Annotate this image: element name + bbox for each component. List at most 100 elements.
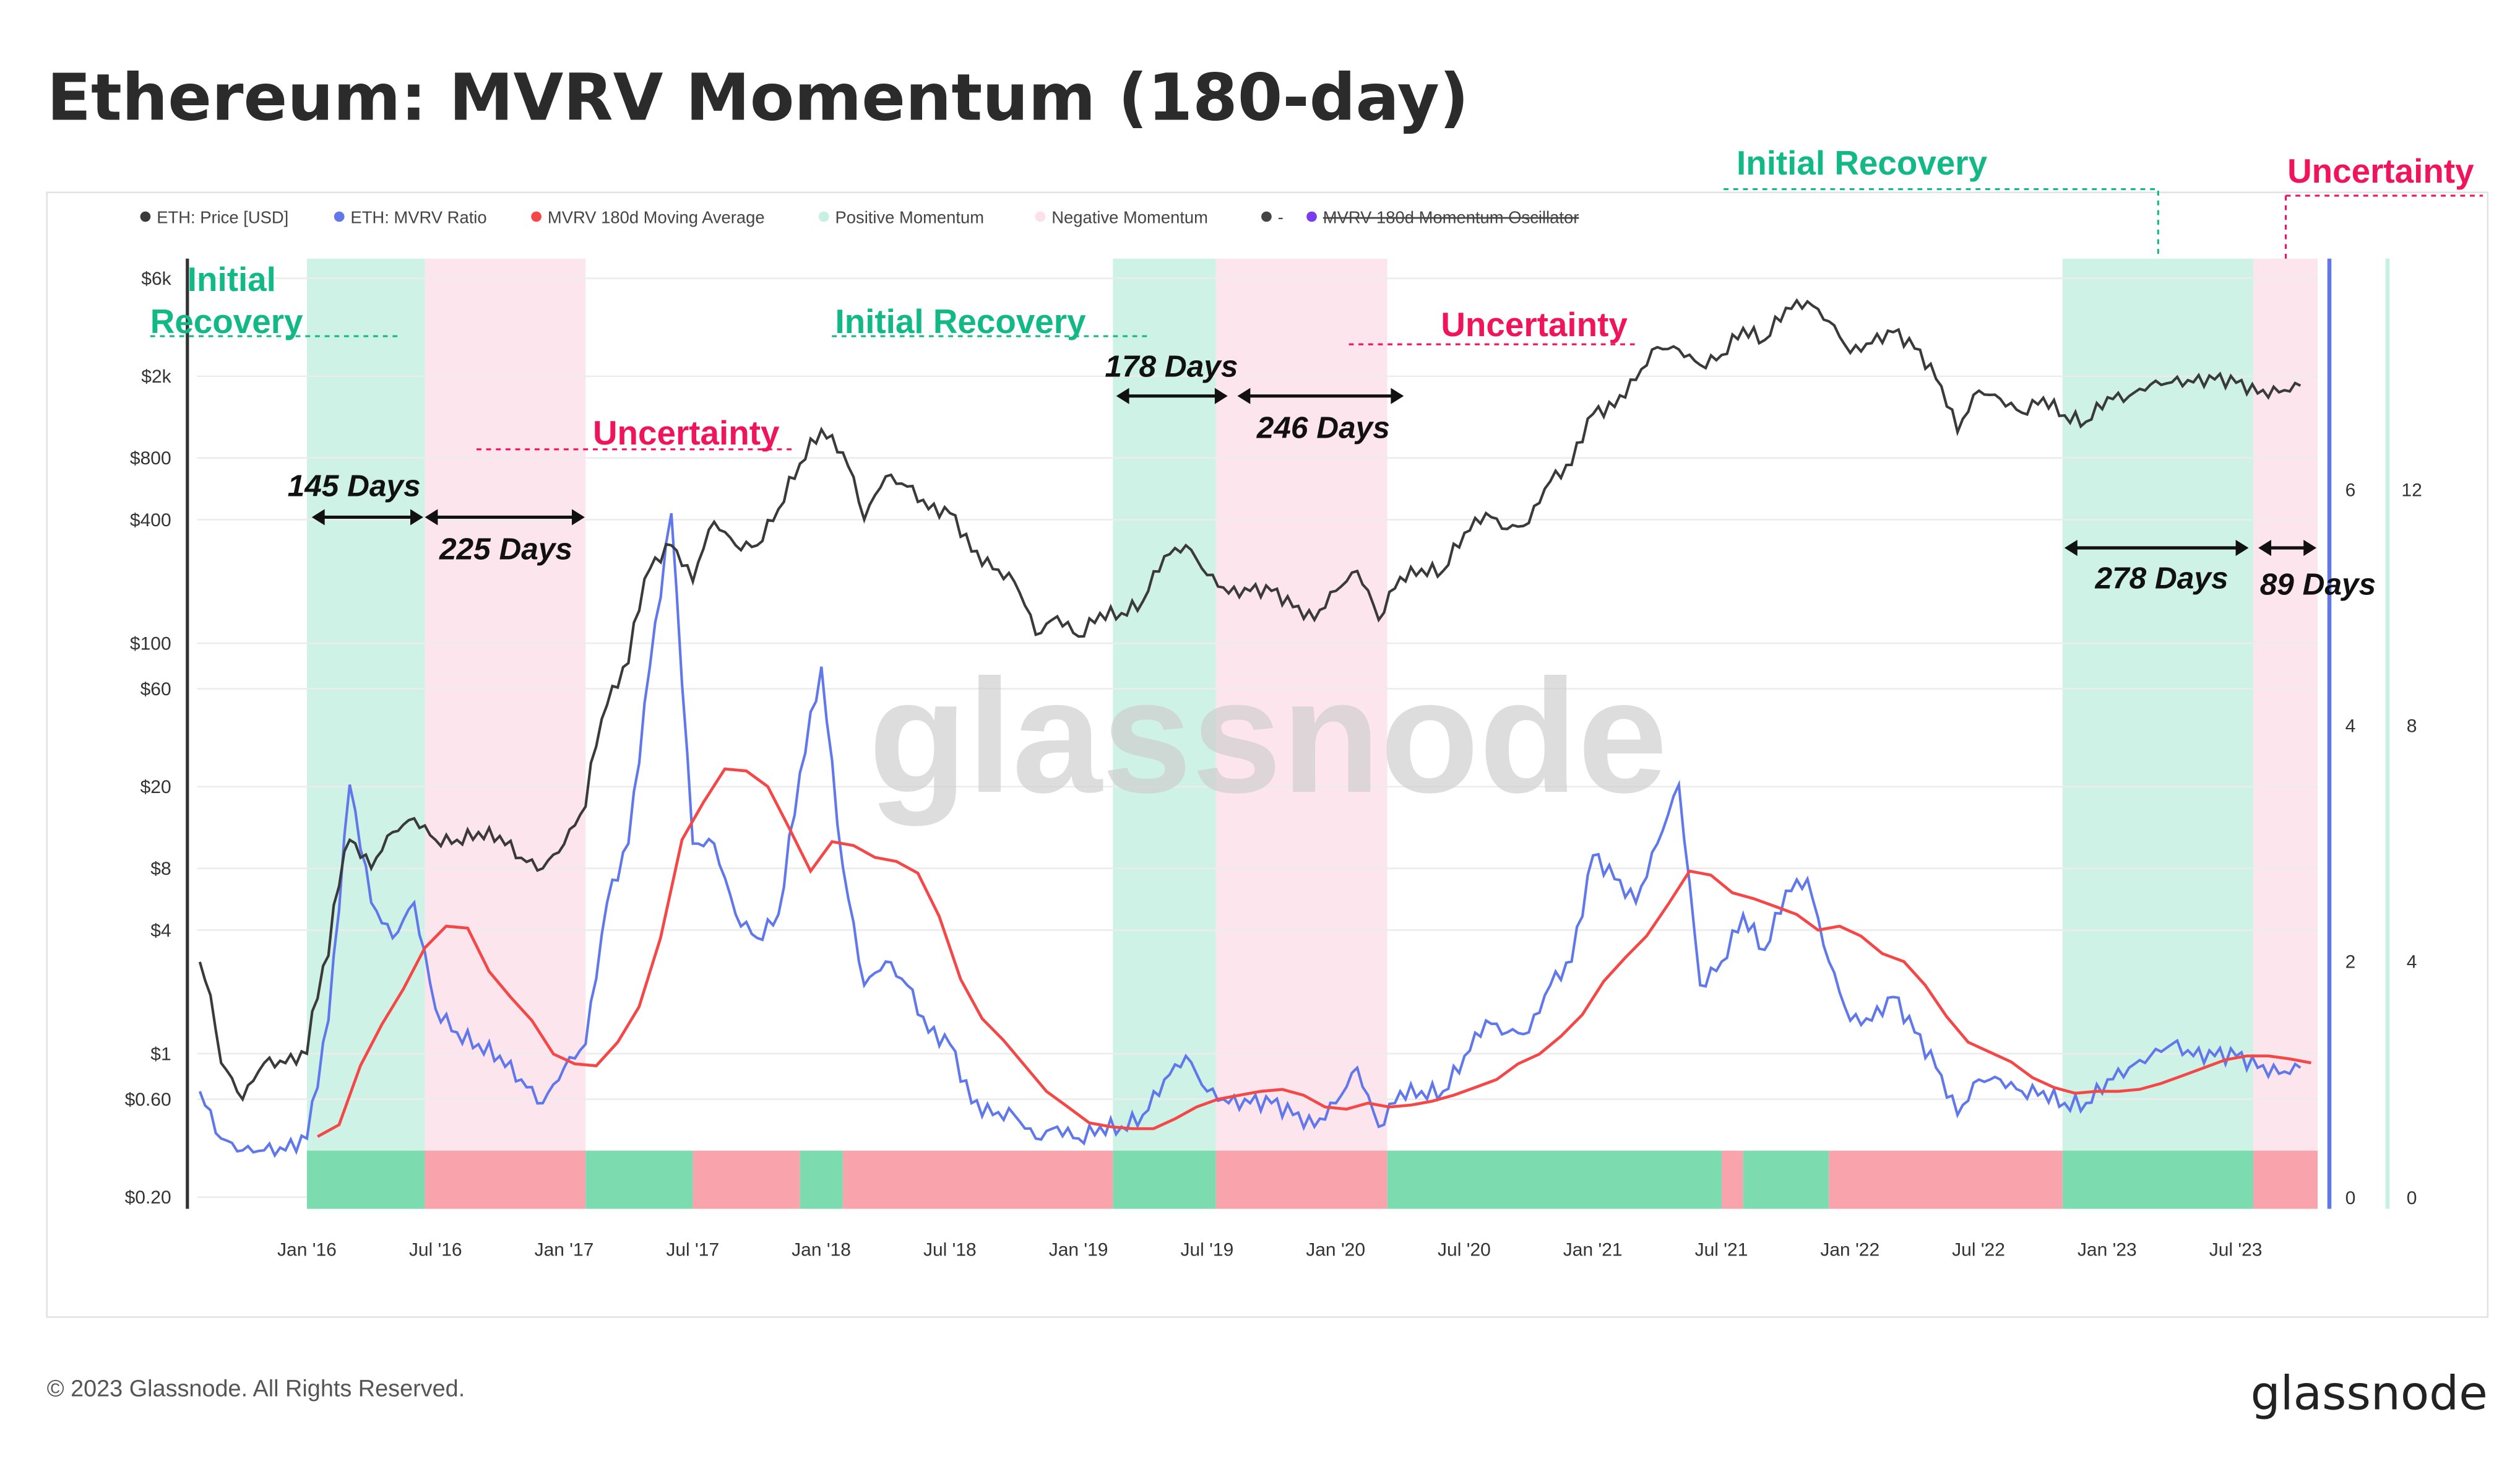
negative-momentum-region — [425, 258, 586, 1209]
date-tick-label: Jan '16 — [277, 1239, 337, 1260]
arrowhead-icon — [311, 509, 423, 526]
negative-momentum-region — [1215, 258, 1387, 1209]
positive-momentum-strip-segment — [306, 1150, 425, 1209]
date-tick-label: Jul '16 — [409, 1239, 462, 1260]
price-tick-label: $8 — [150, 859, 171, 879]
legend-marker — [818, 211, 829, 222]
annotation-uncertainty-2019: Uncertainty — [1441, 305, 1628, 344]
watermark: glassnode — [869, 646, 1668, 827]
negative-momentum-strip-segment — [842, 1150, 1113, 1209]
legend-item-label: Positive Momentum — [835, 207, 985, 227]
legend-item-label: ETH: Price [USD] — [157, 207, 288, 227]
negative-momentum-strip-segment — [1215, 1150, 1387, 1209]
positive-momentum-region — [1113, 258, 1216, 1209]
annotation-initial-recovery-2019: Initial Recovery — [835, 302, 1087, 340]
duration-label-246: 246 Days — [1256, 410, 1390, 445]
positive-momentum-strip-segment — [2062, 1150, 2254, 1209]
momentum-strip — [306, 1150, 2318, 1209]
annotation-initial-2016: Initial — [188, 260, 276, 298]
mvrv-tick-label: 2 — [2345, 952, 2356, 973]
date-tick-label: Jan '21 — [1563, 1239, 1623, 1260]
page-title: Ethereum: MVRV Momentum (180-day) — [47, 59, 1469, 135]
negative-momentum-region — [2253, 258, 2318, 1209]
duration-label-89: 89 Days — [2260, 567, 2376, 602]
negative-momentum-strip-segment — [425, 1150, 586, 1209]
oscillator-tick-label: 12 — [2401, 480, 2422, 501]
negative-momentum-strip-segment — [1829, 1150, 2063, 1209]
mvrv-tick-label: 0 — [2345, 1188, 2356, 1208]
eth-price-line — [198, 298, 2302, 1103]
legend-item-label: - — [1278, 207, 1284, 227]
legend: ETH: Price [USD] ETH: MVRV Ratio MVRV 180d… — [140, 207, 1579, 227]
date-tick-label: Jan '20 — [1306, 1239, 1365, 1260]
date-tick-label: Jan '17 — [535, 1239, 594, 1260]
date-tick-label: Jul '21 — [1695, 1239, 1748, 1260]
date-tick-label: Jul '22 — [1952, 1239, 2005, 1260]
negative-momentum-strip-segment — [693, 1150, 800, 1209]
legend-marker — [140, 211, 151, 222]
arrowhead-icon — [2258, 539, 2317, 557]
date-tick-label: Jan '22 — [1820, 1239, 1879, 1260]
negative-momentum-strip-segment — [1722, 1150, 1743, 1209]
legend-item-label: Negative Momentum — [1051, 207, 1208, 227]
duration-label-145: 145 Days — [288, 469, 421, 503]
duration-arrows — [311, 388, 2317, 557]
price-tick-label: $0.20 — [125, 1187, 171, 1208]
date-tick-label: Jul '20 — [1438, 1239, 1491, 1260]
annotations — [150, 188, 2483, 451]
legend-marker — [334, 211, 345, 222]
legend-item-label: MVRV 180d Momentum Oscillator — [1323, 207, 1579, 227]
price-tick-label: $400 — [130, 510, 171, 531]
legend-marker — [1035, 211, 1046, 222]
annotation-uncertainty-2016: Uncertainty — [593, 414, 780, 452]
legend-marker — [531, 211, 542, 222]
annotation-uncertainty-2023: Uncertainty — [2287, 152, 2474, 190]
positive-momentum-strip-segment — [1743, 1150, 1829, 1209]
price-tick-label: $1 — [150, 1044, 171, 1064]
annotation-initial-recovery-2022: Initial Recovery — [1737, 144, 1988, 182]
positive-momentum-strip-segment — [585, 1150, 693, 1209]
price-tick-label: $100 — [130, 633, 171, 654]
negative-momentum-strip-segment — [2253, 1150, 2318, 1209]
legend-item-label: ETH: MVRV Ratio — [350, 207, 486, 227]
date-tick-label: Jul '19 — [1180, 1239, 1233, 1260]
positive-momentum-strip-segment — [1113, 1150, 1216, 1209]
price-tick-label: $0.60 — [125, 1090, 171, 1110]
date-tick-label: Jul '23 — [2209, 1239, 2263, 1260]
date-tick-label: Jan '23 — [2078, 1239, 2137, 1260]
mvrv-moving-average-line — [317, 767, 2311, 1138]
price-tick-label: $6k — [141, 269, 171, 289]
price-tick-label: $4 — [150, 921, 171, 941]
date-tick-label: Jan '19 — [1049, 1239, 1108, 1260]
price-tick-label: $20 — [140, 777, 171, 797]
positive-momentum-region — [2062, 258, 2254, 1209]
oscillator-tick-label: 0 — [2407, 1188, 2417, 1208]
copyright-footer: © 2023 Glassnode. All Rights Reserved. — [47, 1376, 465, 1402]
mvrv-ratio-line — [198, 513, 2302, 1158]
annotation-recovery-2016: Recovery — [150, 302, 303, 340]
duration-label-278: 278 Days — [2095, 560, 2229, 595]
legend-marker — [1306, 211, 1317, 222]
date-tick-label: Jan '18 — [792, 1239, 851, 1260]
oscillator-tick-label: 4 — [2407, 952, 2417, 973]
positive-momentum-strip-segment — [1387, 1150, 1722, 1209]
glassnode-logo: glassnode — [2251, 1366, 2488, 1420]
oscillator-tick-label: 8 — [2407, 716, 2417, 737]
price-tick-label: $60 — [140, 679, 171, 700]
axis-ticks: $6k $2k $800 $400 $100 $60 $20 $8 $4 $1 $0.60 $0.20… — [125, 269, 2422, 1260]
legend-marker — [1261, 211, 1272, 222]
price-tick-label: $800 — [130, 448, 171, 469]
date-tick-label: Jul '17 — [666, 1239, 719, 1260]
date-tick-label: Jul '18 — [923, 1239, 977, 1260]
duration-label-225: 225 Days — [439, 531, 572, 566]
price-tick-label: $2k — [141, 366, 171, 387]
mvrv-tick-label: 4 — [2345, 716, 2356, 737]
arrowhead-icon — [1116, 388, 1228, 404]
legend-item-label: MVRV 180d Moving Average — [548, 207, 765, 227]
momentum-regions — [306, 258, 2318, 1209]
positive-momentum-strip-segment — [800, 1150, 843, 1209]
duration-label-178: 178 Days — [1105, 349, 1238, 383]
chart-frame — [46, 191, 2489, 1318]
series-lines — [198, 298, 2311, 1158]
